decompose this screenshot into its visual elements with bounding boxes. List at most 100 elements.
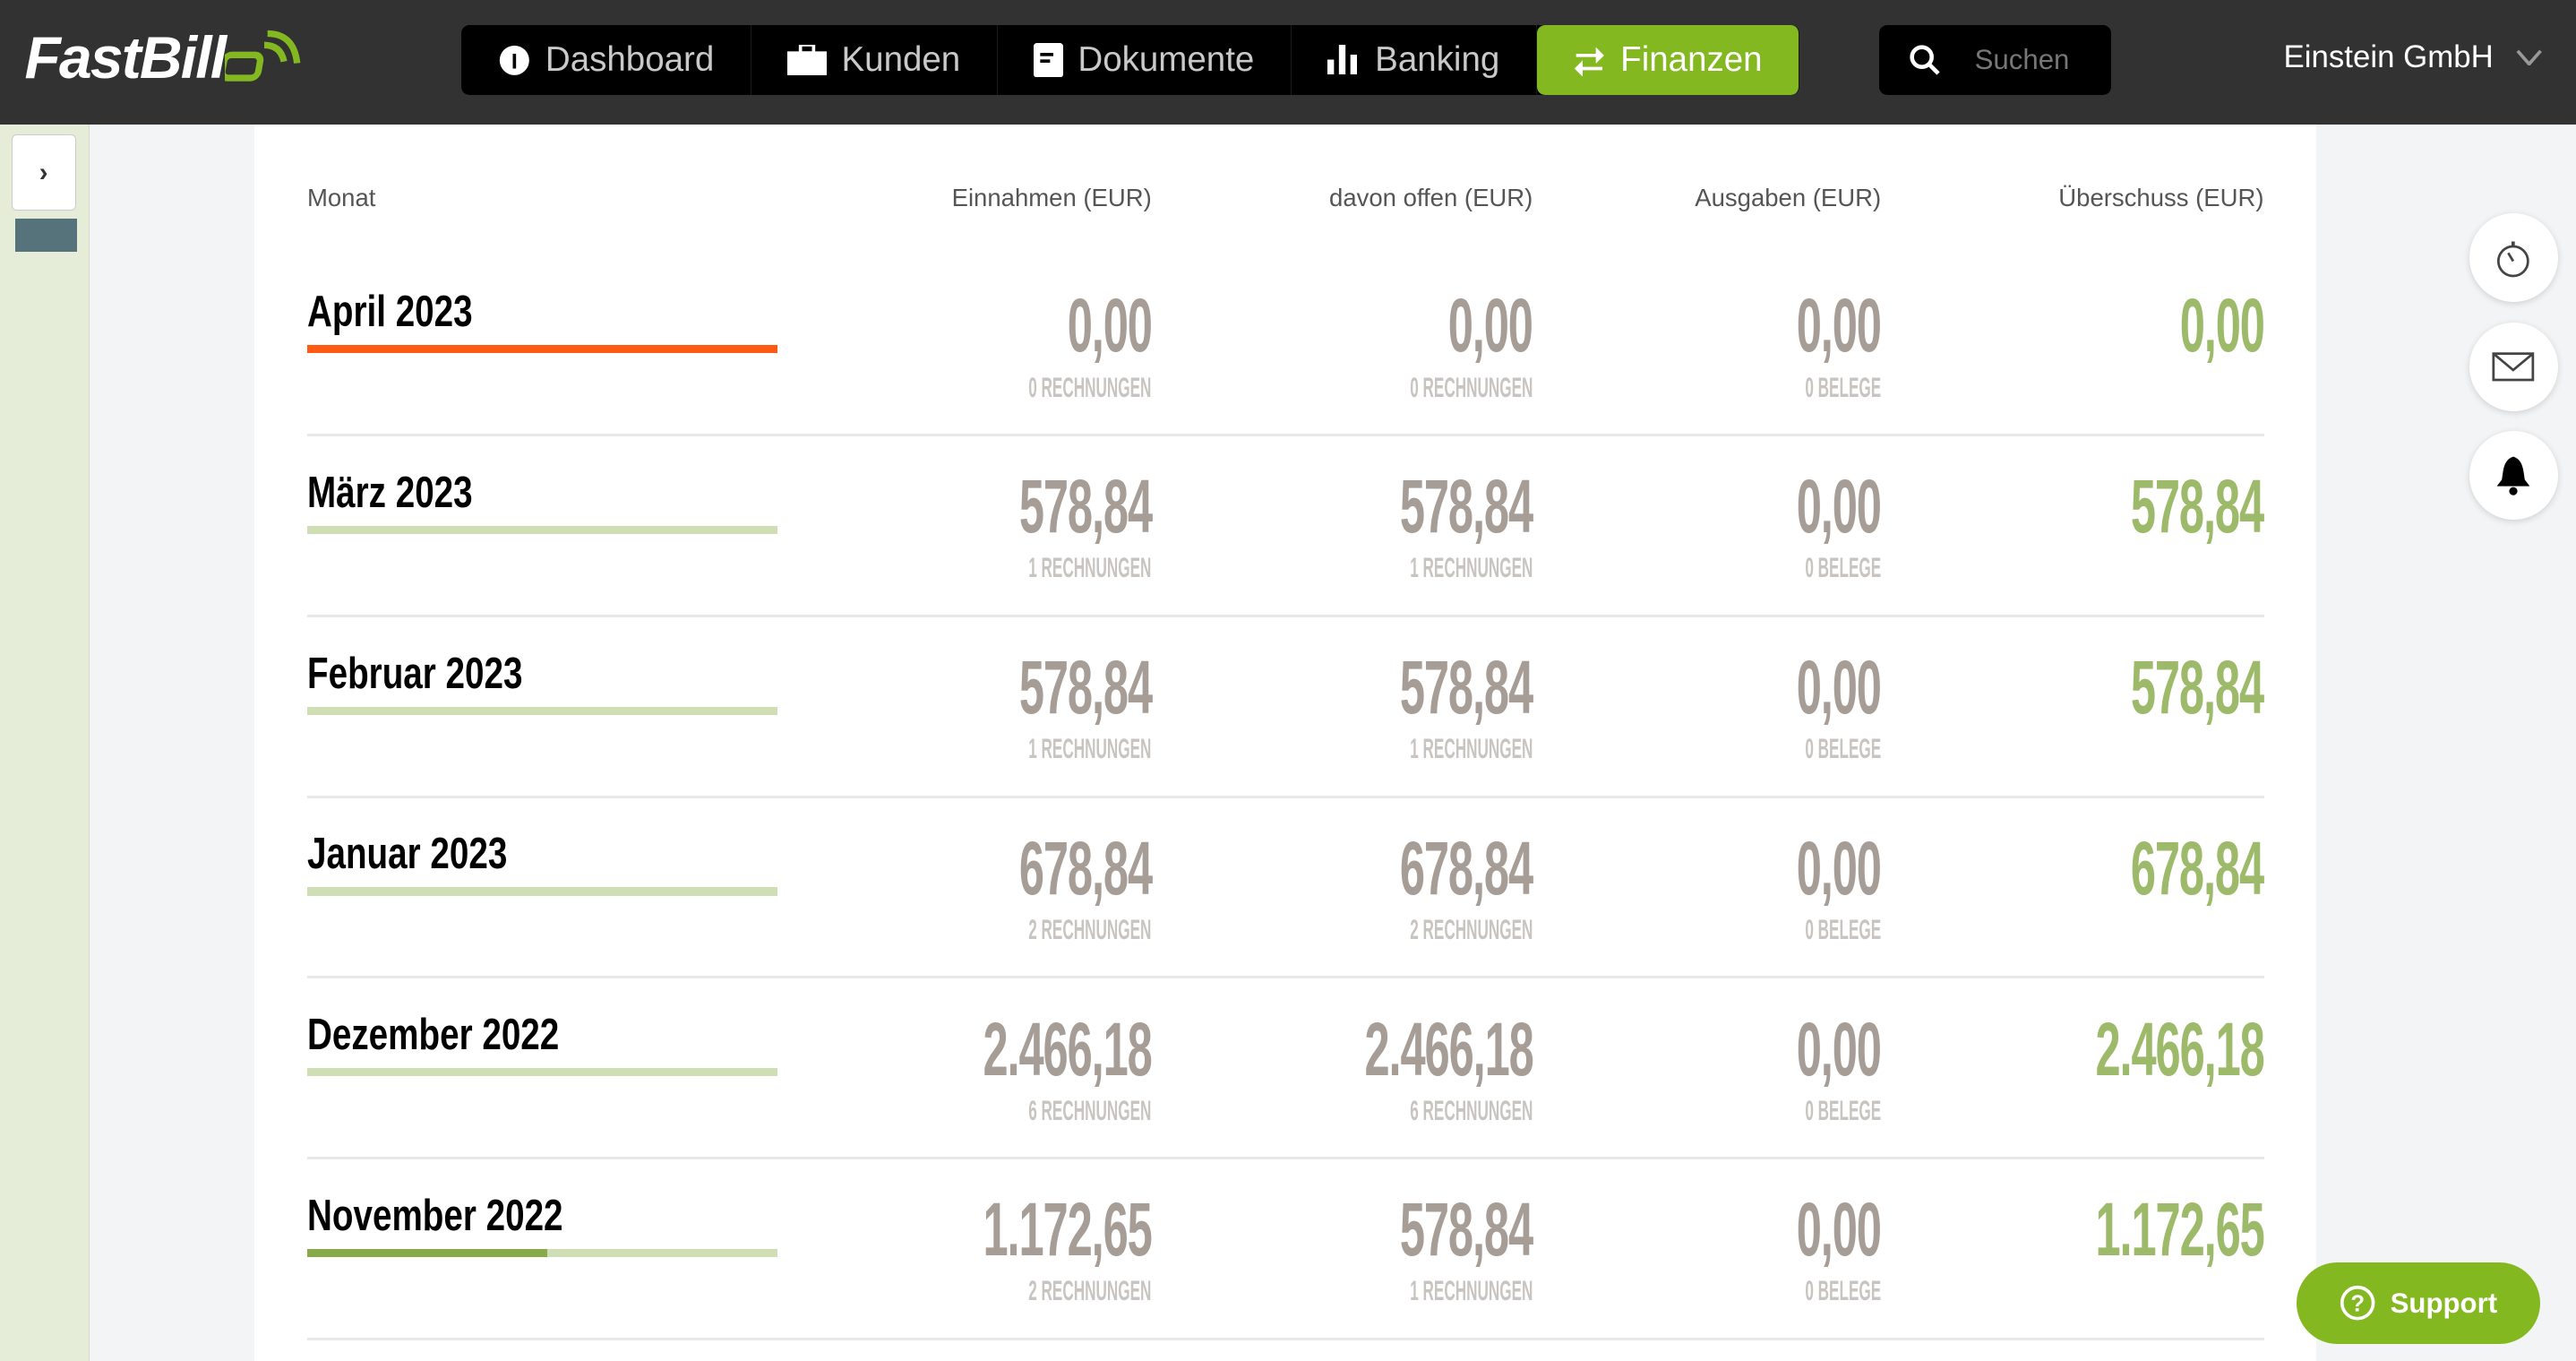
- einnahmen-value: 678,84: [1018, 825, 1153, 910]
- mail-button[interactable]: [2469, 322, 2558, 411]
- ausgaben-count: 0 BELEGE: [1805, 1094, 1882, 1126]
- einnahmen-value: 1.172,65: [983, 1187, 1153, 1272]
- offen-value: 578,84: [1400, 644, 1533, 729]
- einnahmen-value: 578,84: [1018, 644, 1153, 729]
- logo-signal-icon: [225, 30, 301, 82]
- ueberschuss-value: 2.466,18: [2095, 1006, 2264, 1091]
- search-input[interactable]: [1971, 42, 2110, 78]
- month-label: Februar 2023: [306, 648, 523, 698]
- nav-tab-finanzen[interactable]: Finanzen: [1536, 24, 1799, 96]
- einnahmen-count: 1 RECHNUNGEN: [1028, 733, 1152, 765]
- nav-tab-banking[interactable]: Banking: [1292, 24, 1537, 96]
- ausgaben-count: 0 BELEGE: [1805, 733, 1882, 765]
- support-label: Support: [2390, 1287, 2498, 1319]
- nav-tab-label: Dashboard: [545, 39, 715, 79]
- einnahmen-value: 0,00: [1067, 283, 1153, 368]
- month-progress-bar: [306, 887, 777, 896]
- notifications-button[interactable]: [2469, 430, 2558, 520]
- chevron-down-icon: [2516, 49, 2543, 66]
- offen-value: 678,84: [1400, 825, 1533, 910]
- ueberschuss-value: 1.172,65: [2095, 1187, 2264, 1272]
- einnahmen-count: 1 RECHNUNGEN: [1028, 552, 1152, 584]
- offen-value: 2.466,18: [1364, 1006, 1533, 1091]
- nav-tab-label: Banking: [1375, 39, 1500, 79]
- progress-fill: [306, 345, 777, 354]
- search-box[interactable]: [1879, 24, 2111, 96]
- nav-tab-dokumente[interactable]: Dokumente: [998, 24, 1292, 96]
- stopwatch-icon: [2497, 241, 2530, 278]
- month-progress-bar: [306, 1248, 777, 1258]
- nav-tab-label: Dokumente: [1078, 39, 1255, 79]
- briefcase-icon: [786, 44, 827, 76]
- offen-count: 1 RECHNUNGEN: [1410, 1275, 1533, 1307]
- ausgaben-value: 0,00: [1797, 283, 1882, 368]
- month-label: April 2023: [306, 287, 473, 337]
- company-name: Einstein GmbH: [2283, 39, 2494, 75]
- nav-tab-dashboard[interactable]: Dashboard: [461, 24, 751, 96]
- offen-count: 0 RECHNUNGEN: [1410, 371, 1533, 403]
- ausgaben-count: 0 BELEGE: [1805, 371, 1882, 403]
- sidebar-color-block: [14, 218, 78, 252]
- einnahmen-value: 2.466,18: [983, 1006, 1153, 1091]
- ausgaben-value: 0,00: [1797, 1187, 1882, 1272]
- support-button[interactable]: ? Support: [2297, 1262, 2540, 1345]
- logo-text: FastBill: [24, 23, 228, 90]
- document-icon: [1033, 42, 1063, 78]
- offen-value: 578,84: [1400, 464, 1533, 549]
- help-circle-icon: ?: [2340, 1286, 2375, 1321]
- ausgaben-count: 0 BELEGE: [1805, 552, 1882, 584]
- ausgaben-value: 0,00: [1797, 825, 1882, 910]
- einnahmen-count: 2 RECHNUNGEN: [1028, 913, 1152, 945]
- nav-tab-label: Finanzen: [1620, 39, 1763, 79]
- nav-tab-kunden[interactable]: Kunden: [751, 24, 998, 96]
- ausgaben-value: 0,00: [1797, 644, 1882, 729]
- month-progress-bar: [306, 345, 777, 354]
- month-label: März 2023: [306, 467, 473, 517]
- nav-tab-label: Kunden: [841, 39, 961, 79]
- chevron-right-icon: ›: [39, 157, 48, 187]
- einnahmen-count: 6 RECHNUNGEN: [1028, 1094, 1152, 1126]
- ueberschuss-value: 578,84: [2131, 464, 2264, 549]
- einnahmen-value: 578,84: [1018, 464, 1153, 549]
- fastbill-logo[interactable]: FastBill: [25, 23, 301, 91]
- main-nav: Dashboard Kunden Dokumente Banking Finanzen: [461, 24, 1799, 96]
- ausgaben-count: 0 BELEGE: [1805, 1275, 1882, 1307]
- bell-icon: [2496, 456, 2530, 495]
- month-progress-bar: [306, 525, 777, 535]
- month-label: Januar 2023: [306, 829, 508, 879]
- ausgaben-value: 0,00: [1797, 464, 1882, 549]
- offen-count: 1 RECHNUNGEN: [1410, 733, 1533, 765]
- column-header[interactable]: davon offen (EUR): [1329, 184, 1533, 212]
- offen-count: 6 RECHNUNGEN: [1410, 1094, 1533, 1126]
- column-header[interactable]: Ausgaben (EUR): [1695, 184, 1882, 212]
- company-menu[interactable]: Einstein GmbH: [2284, 39, 2543, 75]
- offen-value: 578,84: [1400, 1187, 1533, 1272]
- sidebar-toggle-button[interactable]: ›: [11, 134, 76, 211]
- einnahmen-count: 0 RECHNUNGEN: [1028, 371, 1152, 403]
- bar-chart-icon: [1327, 45, 1361, 75]
- top-header: FastBill Dashboard Kunden Dokumente Banking…: [0, 0, 2576, 125]
- table-row[interactable]: Dezember 2022 2.466,18 6 RECHNUNGEN 2.466,1…: [306, 977, 2265, 1160]
- ausgaben-count: 0 BELEGE: [1805, 913, 1882, 945]
- search-icon: [1910, 44, 1940, 75]
- table-row[interactable]: April 2023 0,00 0 RECHNUNGEN 0,00 0 RECHNUNG…: [306, 253, 2265, 437]
- offen-count: 2 RECHNUNGEN: [1410, 913, 1533, 945]
- month-label: Dezember 2022: [306, 1010, 560, 1060]
- column-header[interactable]: Überschuss (EUR): [2058, 184, 2264, 212]
- stopwatch-button[interactable]: [2469, 213, 2558, 303]
- offen-count: 1 RECHNUNGEN: [1410, 552, 1533, 584]
- month-progress-bar: [306, 706, 777, 715]
- swap-arrows-icon: [1573, 44, 1606, 77]
- table-row[interactable]: November 2022 1.172,65 2 RECHNUNGEN 578,84 1…: [306, 1157, 2265, 1341]
- ueberschuss-value: 678,84: [2131, 825, 2264, 910]
- table-row[interactable]: März 2023 578,84 1 RECHNUNGEN 578,84 1 RECHN…: [306, 434, 2265, 617]
- ueberschuss-value: 0,00: [2179, 283, 2264, 368]
- table-row[interactable]: Januar 2023 678,84 2 RECHNUNGEN 678,84 2 REC…: [306, 796, 2265, 979]
- column-header[interactable]: Einnahmen (EUR): [951, 184, 1152, 212]
- month-label: November 2022: [306, 1190, 563, 1240]
- table-row[interactable]: Februar 2023 578,84 1 RECHNUNGEN 578,84 1 RE…: [306, 615, 2265, 798]
- mail-icon: [2492, 351, 2535, 382]
- gauge-icon: [498, 44, 531, 77]
- svg-text:?: ?: [2350, 1292, 2365, 1317]
- ausgaben-value: 0,00: [1797, 1006, 1882, 1091]
